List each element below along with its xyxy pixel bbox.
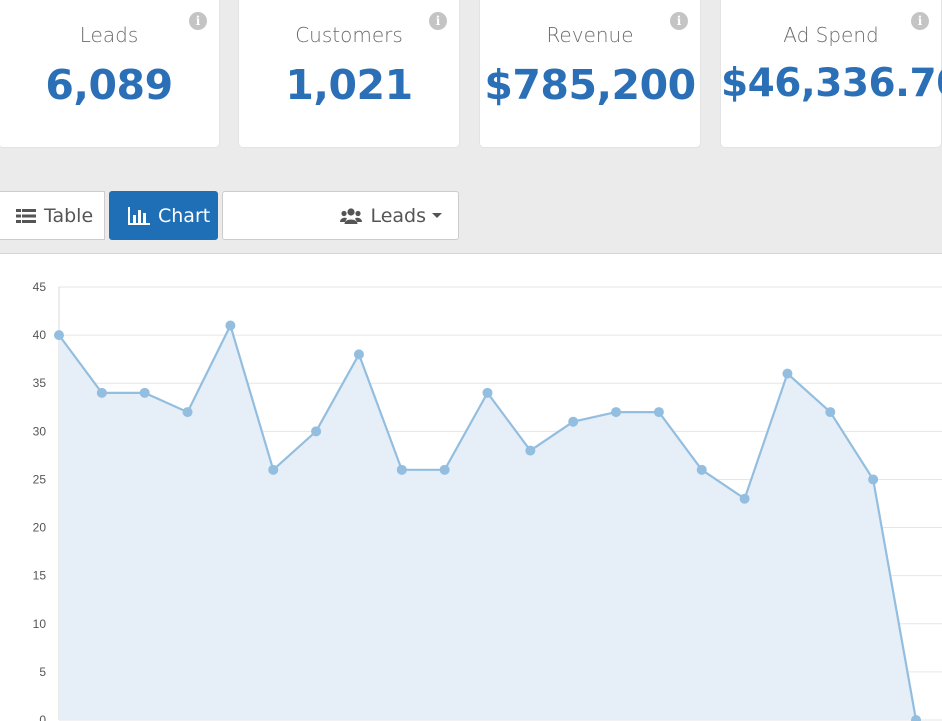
- data-point: [825, 407, 836, 418]
- data-point: [396, 464, 407, 475]
- data-point: [568, 416, 579, 427]
- kpi-label: Leads: [79, 23, 139, 47]
- y-tick-label: 5: [39, 665, 46, 679]
- data-point: [696, 464, 707, 475]
- info-icon[interactable]: i: [911, 12, 929, 30]
- bar-chart-icon: [128, 206, 150, 225]
- data-point: [439, 464, 450, 475]
- metric-dropdown-label: Leads: [370, 204, 426, 227]
- chart-view-button[interactable]: Chart: [109, 191, 218, 240]
- kpi-card-ad-spend: i Ad Spend $46,336.70: [720, 0, 942, 148]
- chart-view-label: Chart: [158, 204, 211, 227]
- kpi-card-customers: i Customers 1,021: [238, 0, 460, 148]
- y-tick-label: 40: [33, 328, 47, 342]
- info-icon[interactable]: i: [189, 12, 207, 30]
- kpi-value: 1,021: [285, 61, 413, 109]
- leads-area-chart: 0 5 10 15 20 25 30 35 40 45: [33, 280, 942, 721]
- data-point: [525, 445, 536, 456]
- kpi-card-revenue: i Revenue $785,200: [479, 0, 701, 148]
- info-icon[interactable]: i: [670, 12, 688, 30]
- data-point: [353, 349, 364, 360]
- data-point: [782, 368, 793, 379]
- kpi-card-leads: i Leads 6,089: [0, 0, 220, 148]
- data-point: [868, 474, 879, 485]
- data-point: [311, 426, 322, 437]
- info-icon[interactable]: i: [429, 12, 447, 30]
- kpi-label: Customers: [295, 23, 403, 47]
- data-point: [182, 407, 193, 418]
- y-tick-label: 45: [33, 280, 47, 294]
- users-icon: [340, 207, 363, 225]
- data-point: [54, 330, 64, 341]
- y-tick-label: 35: [33, 376, 47, 390]
- data-point: [268, 464, 279, 475]
- table-view-button[interactable]: Table: [0, 191, 105, 240]
- chart-panel: 0 5 10 15 20 25 30 35 40 45: [0, 253, 942, 721]
- kpi-value: $785,200: [484, 61, 696, 109]
- data-point: [482, 387, 493, 398]
- y-tick-label: 20: [33, 521, 47, 535]
- data-point: [653, 407, 664, 418]
- data-point: [911, 715, 921, 721]
- y-tick-label: 25: [33, 472, 47, 486]
- data-point: [139, 387, 150, 398]
- kpi-label: Ad Spend: [783, 23, 879, 47]
- data-point: [225, 320, 236, 331]
- table-view-label: Table: [44, 204, 94, 227]
- series-area: [59, 325, 916, 720]
- y-tick-label: 0: [39, 713, 46, 721]
- caret-down-icon: [432, 213, 442, 218]
- y-tick-label: 30: [33, 424, 47, 438]
- list-icon: [16, 208, 36, 224]
- data-point: [611, 407, 622, 418]
- data-point: [739, 493, 750, 504]
- kpi-value: $46,336.70: [721, 61, 942, 106]
- data-point: [96, 387, 107, 398]
- y-tick-label: 15: [33, 569, 47, 583]
- kpi-value: 6,089: [45, 61, 173, 109]
- metric-dropdown[interactable]: Leads: [222, 191, 459, 240]
- kpi-label: Revenue: [546, 23, 634, 47]
- y-tick-label: 10: [33, 617, 47, 631]
